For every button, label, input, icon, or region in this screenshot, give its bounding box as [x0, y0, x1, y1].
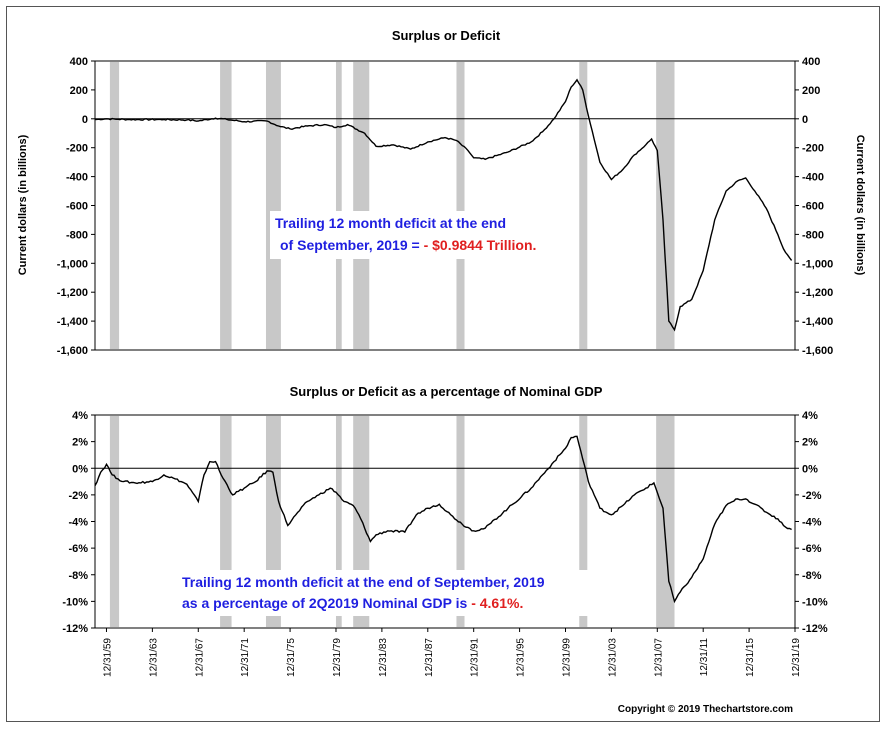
top-ytick-label-left: 400	[70, 56, 88, 68]
bottom-annotation-line1: Trailing 12 month deficit at the end of …	[182, 574, 545, 590]
top-ytick-label-right: 200	[802, 85, 820, 97]
bot-ytick-label-right: -4%	[802, 517, 822, 529]
top-recession-band	[109, 62, 120, 349]
top-recession-band	[220, 62, 232, 349]
x-tick-label: 12/31/67	[194, 638, 205, 677]
bot-ytick-label-left: -2%	[68, 490, 88, 502]
bot-ytick-label-left: 4%	[72, 410, 88, 422]
bottom-annotation-value: - 4.61%.	[471, 595, 523, 611]
top-ytick-label-left: 0	[82, 114, 88, 126]
top-ylabel-right: Current dollars (in billions)	[854, 135, 866, 276]
top-y-ticks-left: 400 200 0 -200 -400 -600 -800 -1,000 -1,200 -1,40…	[57, 56, 95, 357]
x-tick-label: 12/31/03	[607, 638, 618, 677]
top-recession-band	[656, 62, 675, 349]
top-ytick-label-left: 200	[70, 85, 88, 97]
top-recession-band	[456, 62, 465, 349]
bot-ytick-label-right: -2%	[802, 490, 822, 502]
top-ytick-label-right: 0	[802, 114, 808, 126]
x-tick-label: 12/31/95	[516, 638, 527, 677]
x-tick-label: 12/31/15	[745, 638, 756, 677]
x-tick-label: 12/31/91	[470, 638, 481, 677]
x-tick-label: 12/31/11	[699, 638, 710, 677]
x-tick-label: 12/31/07	[653, 638, 664, 677]
bot-recession-band	[109, 416, 120, 627]
top-plot-area	[94, 60, 796, 351]
bot-ytick-label-left: 0%	[72, 463, 88, 475]
top-ytick-label-right: 400	[802, 56, 820, 68]
bottom-annotation-bg	[176, 570, 596, 616]
bot-ytick-label-right: -10%	[802, 596, 828, 608]
x-tick-label: 12/31/59	[102, 638, 113, 677]
top-ytick-label-right: -1,400	[802, 316, 833, 328]
bot-ytick-label-right: -8%	[802, 570, 822, 582]
top-ytick-label-left: -800	[66, 229, 88, 241]
top-ytick-label-right: -1,200	[802, 287, 833, 299]
copyright-text: Copyright © 2019 Thechartstore.com	[618, 704, 793, 715]
bottom-annotation-prefix: as a percentage of 2Q2019 Nominal GDP is	[182, 595, 471, 611]
bot-recession-band	[456, 416, 465, 627]
x-axis-labels: 12/31/59 12/31/63 12/31/67 12/31/71 12/31/75…	[102, 628, 802, 677]
top-recession-band	[579, 62, 588, 349]
bottom-y-ticks-left: 4% 2% 0% -2% -4% -6% -8% -10% -12%	[62, 410, 95, 635]
bot-recession-band	[220, 416, 232, 627]
bot-ytick-label-right: 4%	[802, 410, 818, 422]
top-recession-band	[265, 62, 281, 349]
bot-recession-band	[656, 416, 675, 627]
bot-ytick-label-left: -8%	[68, 570, 88, 582]
x-tick-label: 12/31/75	[286, 638, 297, 677]
top-ytick-label-right: -400	[802, 172, 824, 184]
bottom-annotation-line2: as a percentage of 2Q2019 Nominal GDP is…	[182, 595, 523, 611]
bot-ytick-label-left: -12%	[62, 623, 88, 635]
top-ytick-label-right: -1,600	[802, 345, 833, 357]
top-panel: Surplus or Deficit 400 200 0 -200 -400 -600 -8…	[17, 28, 866, 357]
bot-ytick-label-left: -4%	[68, 517, 88, 529]
top-ytick-label-right: -600	[802, 201, 824, 213]
x-tick-label: 12/31/83	[378, 638, 389, 677]
bot-ytick-label-left: -10%	[62, 596, 88, 608]
bottom-series-line	[94, 435, 792, 604]
top-annotation-prefix: of September, 2019 =	[280, 237, 424, 253]
bot-ytick-label-left: -6%	[68, 543, 88, 555]
top-ytick-label-right: -800	[802, 229, 824, 241]
bot-ytick-label-right: -12%	[802, 623, 828, 635]
x-tick-label: 12/31/19	[791, 638, 802, 677]
x-tick-label: 12/31/99	[561, 638, 572, 677]
bot-ytick-label-right: 2%	[802, 437, 818, 449]
top-annotation-value: - $0.9844 Trillion.	[424, 237, 537, 253]
bottom-annotation: Trailing 12 month deficit at the end of …	[176, 570, 596, 616]
x-tick-label: 12/31/87	[424, 638, 435, 677]
top-recession-bands	[109, 62, 675, 349]
top-annotation-line2: of September, 2019 = - $0.9844 Trillion.	[280, 237, 536, 253]
top-ytick-label-left: -1,600	[57, 345, 88, 357]
bot-recession-band	[579, 416, 588, 627]
top-recession-band	[353, 62, 370, 349]
top-ytick-label-left: -200	[66, 143, 88, 155]
top-recession-band	[335, 62, 342, 349]
top-ytick-label-left: -400	[66, 172, 88, 184]
x-tick-label: 12/31/63	[148, 638, 159, 677]
bottom-panel: Surplus or Deficit as a percentage of No…	[62, 384, 828, 635]
bottom-title: Surplus or Deficit as a percentage of No…	[290, 384, 603, 399]
bot-recession-band	[335, 416, 342, 627]
x-tick-label: 12/31/79	[332, 638, 343, 677]
top-ytick-label-right: -200	[802, 143, 824, 155]
bot-ytick-label-right: 0%	[802, 463, 818, 475]
bot-ytick-label-right: -6%	[802, 543, 822, 555]
top-ytick-label-left: -600	[66, 201, 88, 213]
top-annotation-bg	[270, 211, 570, 259]
bottom-y-ticks-right: 4% 2% 0% -2% -4% -6% -8% -10% -12%	[795, 410, 828, 635]
top-y-ticks-right: 400 200 0 -200 -400 -600 -800 -1,000 -1,200 -1,40…	[795, 56, 833, 357]
x-tick-label: 12/31/71	[240, 638, 251, 677]
top-ytick-label-left: -1,000	[57, 258, 88, 270]
top-ytick-label-left: -1,400	[57, 316, 88, 328]
bot-ytick-label-left: 2%	[72, 437, 88, 449]
top-annotation: Trailing 12 month deficit at the end of …	[270, 211, 570, 259]
top-title: Surplus or Deficit	[392, 28, 501, 43]
top-ylabel-left: Current dollars (in billions)	[17, 134, 29, 275]
top-ytick-label-left: -1,200	[57, 287, 88, 299]
top-annotation-line1: Trailing 12 month deficit at the end	[275, 215, 506, 231]
top-series-line	[94, 78, 793, 332]
top-ytick-label-right: -1,000	[802, 258, 833, 270]
